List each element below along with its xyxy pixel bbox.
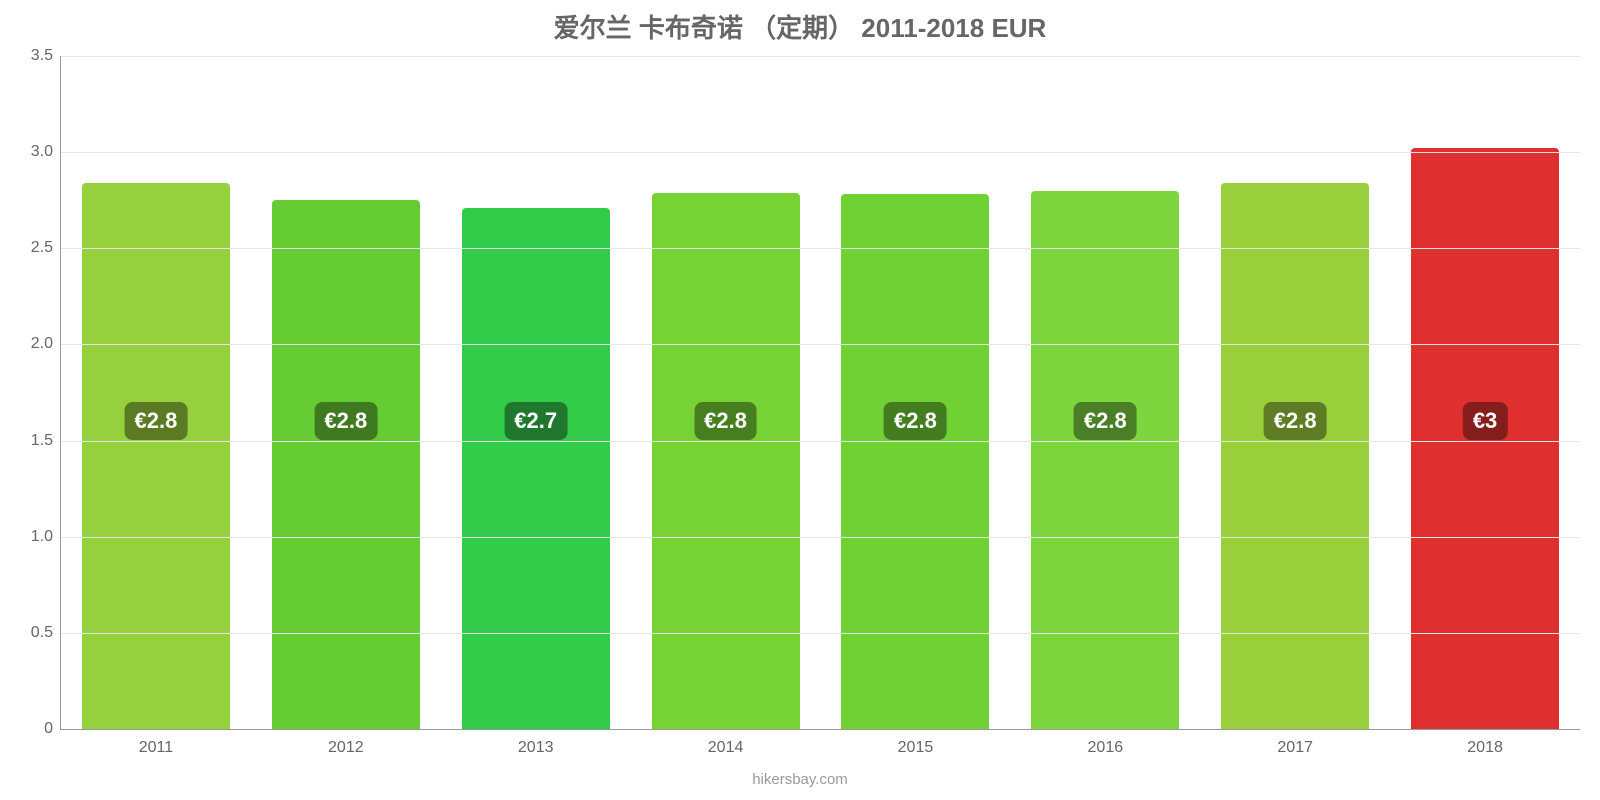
value-badge: €2.8 xyxy=(125,402,188,440)
price-bar-chart: 爱尔兰 卡布奇诺 （定期） 2011-2018 EUR €2.82011€2.8… xyxy=(0,0,1600,800)
value-badge: €2.8 xyxy=(314,402,377,440)
ytick-label: 2.5 xyxy=(31,239,61,257)
ytick-label: 0 xyxy=(44,720,61,738)
bar: €2.8 xyxy=(841,194,989,729)
bar: €3 xyxy=(1411,148,1559,729)
xtick-label: 2015 xyxy=(898,729,934,757)
bar: €2.8 xyxy=(272,200,420,729)
bar: €2.8 xyxy=(1031,191,1179,729)
bars-container: €2.82011€2.82012€2.72013€2.82014€2.82015… xyxy=(61,56,1580,729)
xtick-label: 2012 xyxy=(328,729,364,757)
bar-slot: €32018 xyxy=(1390,56,1580,729)
bar-slot: €2.82015 xyxy=(821,56,1011,729)
bar-slot: €2.72013 xyxy=(441,56,631,729)
bar: €2.7 xyxy=(462,208,610,729)
gridline xyxy=(61,152,1580,153)
value-badge: €2.7 xyxy=(504,402,567,440)
bar-slot: €2.82016 xyxy=(1010,56,1200,729)
plot-area: €2.82011€2.82012€2.72013€2.82014€2.82015… xyxy=(60,56,1580,730)
gridline xyxy=(61,537,1580,538)
xtick-label: 2017 xyxy=(1277,729,1313,757)
xtick-label: 2016 xyxy=(1088,729,1124,757)
credit-text: hikersbay.com xyxy=(0,771,1600,788)
bar-slot: €2.82017 xyxy=(1200,56,1390,729)
ytick-label: 3.5 xyxy=(31,47,61,65)
bar: €2.8 xyxy=(82,183,230,729)
bar-slot: €2.82012 xyxy=(251,56,441,729)
xtick-label: 2013 xyxy=(518,729,554,757)
gridline xyxy=(61,344,1580,345)
bar-slot: €2.82014 xyxy=(631,56,821,729)
xtick-label: 2011 xyxy=(139,729,173,757)
value-badge: €2.8 xyxy=(694,402,757,440)
ytick-label: 3.0 xyxy=(31,143,61,161)
ytick-label: 0.5 xyxy=(31,624,61,642)
ytick-label: 1.0 xyxy=(31,528,61,546)
value-badge: €2.8 xyxy=(1074,402,1137,440)
chart-title: 爱尔兰 卡布奇诺 （定期） 2011-2018 EUR xyxy=(0,8,1600,45)
bar-slot: €2.82011 xyxy=(61,56,251,729)
value-badge: €2.8 xyxy=(884,402,947,440)
xtick-label: 2018 xyxy=(1467,729,1503,757)
value-badge: €3 xyxy=(1463,402,1507,440)
xtick-label: 2014 xyxy=(708,729,744,757)
value-badge: €2.8 xyxy=(1264,402,1327,440)
gridline xyxy=(61,441,1580,442)
ytick-label: 2.0 xyxy=(31,335,61,353)
ytick-label: 1.5 xyxy=(31,432,61,450)
gridline xyxy=(61,248,1580,249)
bar: €2.8 xyxy=(652,193,800,729)
gridline xyxy=(61,633,1580,634)
gridline xyxy=(61,56,1580,57)
bar: €2.8 xyxy=(1221,183,1369,729)
